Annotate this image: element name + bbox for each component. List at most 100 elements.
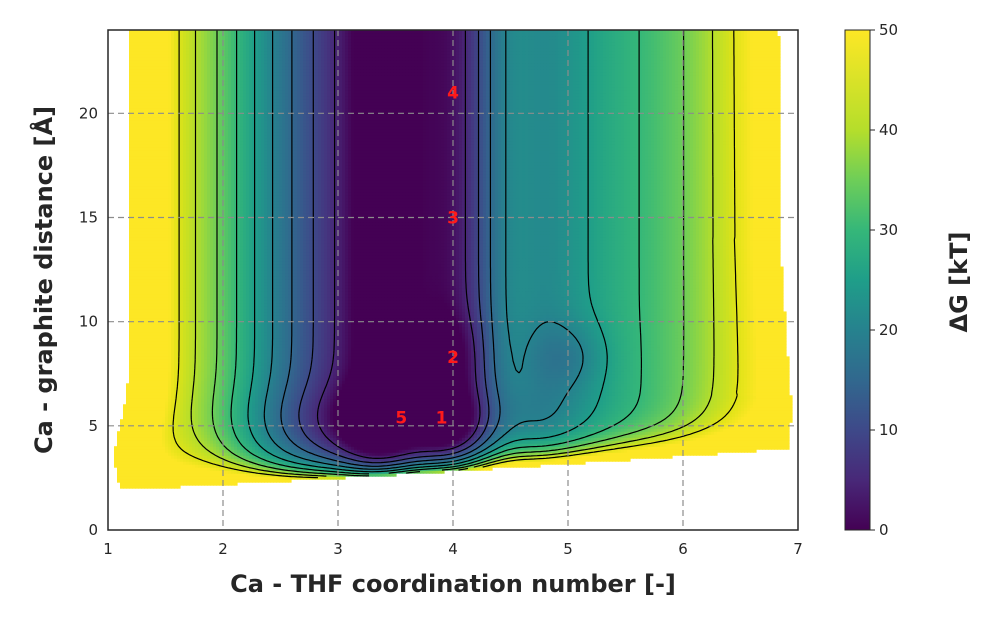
heatmap-cell: [576, 455, 580, 459]
heatmap-cell: [456, 452, 460, 456]
heatmap-cell: [291, 470, 295, 474]
heatmap-cell: [564, 458, 568, 462]
heatmap-cell: [690, 446, 694, 450]
heatmap-cell: [138, 452, 142, 456]
heatmap-cell: [117, 446, 121, 450]
heatmap-cell: [606, 449, 610, 453]
heatmap-cell: [354, 452, 358, 456]
heatmap-cell: [207, 464, 211, 468]
heatmap-cell: [414, 467, 418, 471]
heatmap-cell: [207, 482, 211, 486]
heatmap-cell: [117, 452, 121, 456]
heatmap-cell: [216, 443, 220, 447]
heatmap-cell: [540, 446, 544, 450]
heatmap-cell: [132, 482, 136, 486]
heatmap-cell: [144, 449, 148, 453]
heatmap-cell: [195, 449, 199, 453]
heatmap-cell: [417, 443, 421, 447]
heatmap-cell: [252, 464, 256, 468]
heatmap-cell: [282, 461, 286, 465]
heatmap-cell: [630, 452, 634, 456]
heatmap-cell: [357, 464, 361, 468]
heatmap-cell: [228, 455, 232, 459]
heatmap-cell: [651, 452, 655, 456]
heatmap-cell: [627, 446, 631, 450]
heatmap-cell: [162, 485, 166, 489]
heatmap-cell: [453, 443, 457, 447]
heatmap-cell: [171, 452, 175, 456]
heatmap-cell: [225, 467, 229, 471]
heatmap-cell: [240, 470, 244, 474]
heatmap-cell: [351, 470, 355, 474]
heatmap-cell: [165, 467, 169, 471]
heatmap-cell: [270, 446, 274, 450]
heatmap-cell: [594, 455, 598, 459]
heatmap-cell: [264, 443, 268, 447]
heatmap-cell: [291, 455, 295, 459]
heatmap-cell: [456, 446, 460, 450]
heatmap-cell: [369, 449, 373, 453]
heatmap-cell: [174, 461, 178, 465]
heatmap-cell: [663, 446, 667, 450]
heatmap-cell: [246, 479, 250, 483]
heatmap-cell: [636, 449, 640, 453]
heatmap-cell: [489, 455, 493, 459]
heatmap-cell: [381, 446, 385, 450]
heatmap-cell: [147, 467, 151, 471]
heatmap-cell: [348, 452, 352, 456]
heatmap-cell: [516, 464, 520, 468]
heatmap-cell: [462, 443, 466, 447]
heatmap-cell: [603, 452, 607, 456]
heatmap-cell: [135, 452, 139, 456]
heatmap-cell: [546, 461, 550, 465]
heatmap-cell: [258, 467, 262, 471]
heatmap-cell: [306, 461, 310, 465]
heatmap-cell: [507, 455, 511, 459]
heatmap-cell: [267, 443, 271, 447]
heatmap-cell: [141, 443, 145, 447]
heatmap-cell: [165, 479, 169, 483]
heatmap-cell: [474, 446, 478, 450]
heatmap-cell: [465, 443, 469, 447]
heatmap-cell: [306, 452, 310, 456]
heatmap-cell: [654, 446, 658, 450]
heatmap-cell: [114, 449, 118, 453]
heatmap-cell: [327, 470, 331, 474]
heatmap-cell: [138, 467, 142, 471]
heatmap-cell: [564, 449, 568, 453]
heatmap-cell: [465, 461, 469, 465]
heatmap-cell: [351, 446, 355, 450]
heatmap-cell: [255, 470, 259, 474]
heatmap-cell: [168, 467, 172, 471]
heatmap-cell: [222, 464, 226, 468]
heatmap-cell: [699, 449, 703, 453]
heatmap-cell: [123, 443, 127, 447]
heatmap-cell: [423, 461, 427, 465]
heatmap-cell: [570, 452, 574, 456]
heatmap-cell: [750, 449, 754, 453]
heatmap-cell: [153, 443, 157, 447]
heatmap-cell: [483, 443, 487, 447]
heatmap-cell: [642, 452, 646, 456]
heatmap-cell: [702, 446, 706, 450]
heatmap-cell: [333, 461, 337, 465]
heatmap-cell: [561, 443, 565, 447]
heatmap-cell: [543, 446, 547, 450]
heatmap-cell: [270, 479, 274, 483]
heatmap-cell: [411, 452, 415, 456]
heatmap-cell: [570, 455, 574, 459]
heatmap-cell: [255, 458, 259, 462]
heatmap-cell: [714, 449, 718, 453]
heatmap-cell: [258, 449, 262, 453]
heatmap-cell: [540, 458, 544, 462]
heatmap-cell: [450, 443, 454, 447]
heatmap-cell: [600, 458, 604, 462]
heatmap-cell: [192, 458, 196, 462]
heatmap-cell: [162, 479, 166, 483]
heatmap-cell: [549, 452, 553, 456]
heatmap-cell: [522, 449, 526, 453]
heatmap-cell: [309, 446, 313, 450]
heatmap-cell: [126, 443, 130, 447]
heatmap-cell: [378, 449, 382, 453]
heatmap-cell: [192, 446, 196, 450]
